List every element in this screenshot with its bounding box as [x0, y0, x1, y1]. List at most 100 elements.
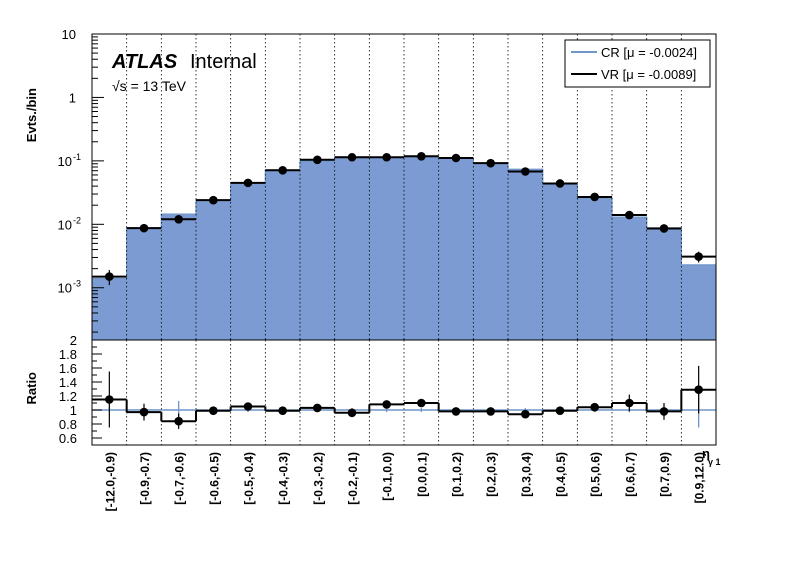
ratio-y-tick-label: 1.4 [59, 375, 77, 390]
vr-point [417, 152, 426, 161]
cr-bar [612, 217, 648, 340]
legend: CR [μ = -0.0024] VR [μ = -0.0089] [564, 39, 711, 88]
x-tick-label: [0.0,0.1) [415, 452, 429, 497]
legend-label-cr: CR [μ = -0.0024] [601, 45, 697, 60]
y-axis-label-ratio: Ratio [24, 372, 39, 405]
x-tick-label: [-0.7,-0.6) [173, 452, 187, 505]
y-tick-label: 10 [58, 281, 72, 296]
ratio-y-tick-label: 0.8 [59, 417, 77, 432]
cr-bar [161, 214, 197, 340]
vr-ratio-point [139, 407, 149, 417]
x-tick-label: [0.2,0.3) [485, 452, 499, 497]
vr-point [174, 214, 183, 224]
vr-ratio-point [313, 403, 322, 413]
cr-bar [126, 227, 162, 340]
y-tick-label: 10 [58, 154, 72, 169]
x-tick-label: [0.7,0.9) [658, 452, 672, 497]
cr-bar [473, 163, 509, 340]
vr-point [555, 179, 565, 188]
vr-point [313, 155, 322, 165]
y-tick-label-exp: -3 [73, 279, 81, 289]
cr-bar [681, 264, 717, 340]
y-tick-label: 1 [69, 90, 76, 105]
cr-bar [404, 157, 440, 340]
x-axis-label: η [702, 446, 710, 461]
vr-ratio-point [209, 406, 218, 416]
vr-ratio-point [243, 402, 253, 411]
cr-bar [92, 278, 128, 340]
ratio-y-tick-label: 1.2 [59, 389, 77, 404]
vr-point [486, 158, 495, 168]
vr-ratio-point [555, 406, 565, 416]
ratio-y-tick-label: 0.6 [59, 431, 77, 446]
cr-bar [542, 184, 578, 340]
x-tick-label: [0.4,0.5) [554, 452, 568, 497]
ratio-frame [91, 339, 717, 446]
vr-ratio-point [382, 400, 391, 409]
cr-bar [508, 169, 544, 340]
atlas-label: ATLAS Internal √s = 13 TeV [111, 51, 257, 94]
cr-bar [577, 197, 613, 340]
vr-ratio-point [451, 407, 461, 416]
cr-bar [196, 200, 232, 340]
vr-ratio-point [590, 402, 599, 412]
ratio-panel: 0.60.811.21.41.61.82 [59, 333, 717, 446]
vr-point [590, 192, 599, 202]
internal-text: Internal [190, 51, 257, 73]
vr-ratio-point [347, 408, 357, 418]
legend-box [564, 39, 711, 88]
vr-point [521, 167, 530, 176]
atlas-text: ATLAS [111, 51, 178, 73]
vr-ratio-point [521, 409, 530, 419]
cr-bar [438, 158, 474, 340]
ratio-y-tick-label: 1.8 [59, 347, 77, 362]
x-tick-label: [-0.9,-0.7) [138, 452, 152, 505]
vr-point [209, 195, 218, 205]
vr-point [659, 224, 669, 233]
x-tick-label: [-0.4,-0.3) [277, 452, 291, 505]
vr-point [347, 152, 357, 162]
x-tick-label: [-0.6,-0.5) [207, 452, 221, 505]
y-tick-label: 10 [62, 27, 76, 42]
x-tick-label: [0.9,12.0) [693, 452, 707, 503]
y-tick-label-exp: -2 [73, 215, 81, 225]
energy-text: √s = 13 TeV [112, 78, 187, 94]
x-axis-label-sub: γ 1 [708, 457, 721, 467]
vr-ratio-point [417, 398, 426, 408]
x-tick-label: [0.5,0.6) [589, 452, 603, 497]
ratio-y-tick-label: 1 [70, 403, 77, 418]
vr-ratio-point [694, 385, 703, 395]
y-tick-label-exp: -1 [73, 152, 81, 162]
x-tick-label: [-0.3,-0.2) [311, 452, 325, 505]
x-tick-labels: [-12.0,-0.9) [-0.9,-0.7) [-0.7,-0.6) [-0.6,… [103, 452, 706, 511]
x-tick-label: [0.1,0.2) [450, 452, 464, 497]
x-tick-label: [0.6,0.7) [623, 452, 637, 497]
vr-ratio-point [625, 398, 634, 408]
vr-point [451, 153, 461, 163]
x-tick-label: [-0.2,-0.1) [346, 452, 360, 505]
legend-label-vr: VR [μ = -0.0089] [601, 67, 696, 82]
vr-point [139, 223, 149, 233]
vr-point [278, 166, 287, 175]
ratio-y-tick-label: 1.6 [59, 361, 77, 376]
vr-ratio-point [105, 395, 114, 404]
cr-bar [230, 183, 266, 340]
vr-point [694, 252, 703, 261]
vr-ratio-point [278, 406, 287, 416]
x-tick-label: [-0.5,-0.4) [242, 452, 256, 505]
ratio-y-tick-label: 2 [70, 333, 77, 348]
vr-ratio-point [174, 416, 183, 426]
cr-bar [300, 160, 336, 340]
vr-ratio-point [486, 407, 495, 416]
x-tick-label: [0.3,0.4) [519, 452, 533, 497]
vr-point [243, 178, 253, 188]
x-tick-label: [-0.1,0.0) [381, 452, 395, 501]
cr-bar [646, 227, 682, 340]
cr-bar [369, 157, 405, 340]
y-axis-label-main: Evts./bin [24, 88, 39, 142]
x-tick-label: [-12.0,-0.9) [103, 452, 117, 511]
y-tick-label: 10 [58, 217, 72, 232]
vr-point [625, 210, 634, 220]
